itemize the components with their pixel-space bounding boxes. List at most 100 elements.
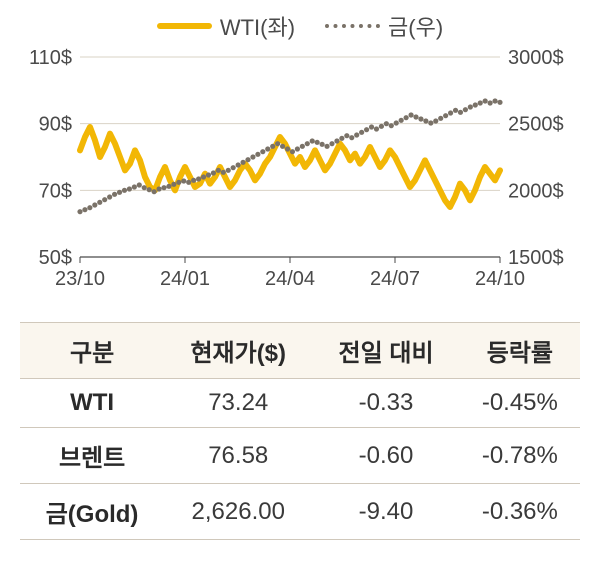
- series-gold-dot: [142, 185, 147, 190]
- table-header: 전일 대비: [312, 323, 459, 379]
- svg-text:3000$: 3000$: [508, 47, 564, 69]
- series-gold-dot: [315, 140, 320, 145]
- row-label: WTI: [20, 379, 164, 428]
- series-gold-dot: [483, 98, 488, 103]
- series-gold-dot: [349, 135, 354, 140]
- svg-text:90$: 90$: [39, 114, 72, 136]
- legend-swatch-gold: [325, 24, 380, 28]
- series-wti: [80, 127, 500, 207]
- series-gold-dot: [127, 186, 132, 191]
- chart-legend: WTI(좌) 금(우): [20, 10, 580, 42]
- series-gold-dot: [443, 113, 448, 118]
- row-cell: -0.36%: [460, 484, 580, 540]
- series-gold-dot: [453, 108, 458, 113]
- series-gold-dot: [320, 142, 325, 147]
- series-gold-dot: [497, 100, 502, 105]
- chart-container: 50$70$90$110$1500$2000$2500$3000$23/1024…: [20, 47, 580, 307]
- series-gold-dot: [82, 207, 87, 212]
- series-gold-dot: [285, 146, 290, 151]
- series-gold-dot: [384, 121, 389, 126]
- series-gold-dot: [463, 107, 468, 112]
- table-header-row: 구분 현재가($) 전일 대비 등락률: [20, 323, 580, 379]
- series-gold-dot: [240, 160, 245, 165]
- series-gold-dot: [275, 141, 280, 146]
- series-gold-dot: [255, 152, 260, 157]
- series-gold-dot: [206, 172, 211, 177]
- series-gold-dot: [468, 104, 473, 109]
- series-gold-dot: [305, 141, 310, 146]
- legend-item-gold: 금(우): [325, 10, 443, 42]
- series-gold-dot: [132, 184, 137, 189]
- series-gold-dot: [201, 174, 206, 179]
- row-cell: 73.24: [164, 379, 312, 428]
- series-gold-dot: [423, 118, 428, 123]
- series-gold-dot: [418, 116, 423, 121]
- series-gold-dot: [354, 132, 359, 137]
- series-gold-dot: [374, 126, 379, 131]
- series-gold-dot: [166, 184, 171, 189]
- series-gold-dot: [492, 98, 497, 103]
- series-gold-dot: [458, 110, 463, 115]
- series-gold-dot: [389, 123, 394, 128]
- row-label: 브렌트: [20, 428, 164, 484]
- series-gold-dot: [379, 124, 384, 129]
- svg-text:110$: 110$: [29, 47, 72, 69]
- series-gold-dot: [334, 138, 339, 143]
- series-gold-dot: [339, 136, 344, 141]
- series-gold-dot: [107, 194, 112, 199]
- series-gold-dot: [112, 192, 117, 197]
- svg-text:24/07: 24/07: [370, 268, 420, 290]
- series-gold-dot: [324, 144, 329, 149]
- svg-text:70$: 70$: [39, 180, 72, 202]
- svg-text:24/10: 24/10: [475, 268, 525, 290]
- price-table: 구분 현재가($) 전일 대비 등락률 WTI73.24-0.33-0.45%브…: [20, 322, 580, 540]
- series-gold-dot: [344, 133, 349, 138]
- series-gold-dot: [161, 185, 166, 190]
- series-gold-dot: [102, 197, 107, 202]
- series-gold-dot: [226, 168, 231, 173]
- series-gold-dot: [176, 180, 181, 185]
- legend-swatch-wti: [157, 23, 212, 29]
- series-gold-dot: [122, 188, 127, 193]
- table-row: 금(Gold)2,626.00-9.40-0.36%: [20, 484, 580, 540]
- series-gold-dot: [147, 187, 152, 192]
- series-gold-dot: [250, 154, 255, 159]
- series-gold-dot: [92, 202, 97, 207]
- series-gold-dot: [413, 114, 418, 119]
- series-gold-dot: [186, 180, 191, 185]
- series-gold-dot: [408, 112, 413, 117]
- table-row: WTI73.24-0.33-0.45%: [20, 379, 580, 428]
- legend-label-gold: 금(우): [388, 10, 443, 42]
- series-gold-dot: [280, 144, 285, 149]
- series-gold-dot: [181, 178, 186, 183]
- table-header: 현재가($): [164, 323, 312, 379]
- svg-text:24/04: 24/04: [265, 268, 315, 290]
- series-gold-dot: [359, 130, 364, 135]
- series-gold-dot: [369, 124, 374, 129]
- row-cell: -0.60: [312, 428, 459, 484]
- series-gold-dot: [152, 189, 157, 194]
- row-cell: 2,626.00: [164, 484, 312, 540]
- series-gold-dot: [97, 200, 102, 205]
- legend-item-wti: WTI(좌): [157, 10, 295, 42]
- series-gold-dot: [473, 102, 478, 107]
- series-gold-dot: [300, 144, 305, 149]
- legend-label-wti: WTI(좌): [220, 10, 295, 42]
- series-gold-dot: [77, 209, 82, 214]
- row-cell: -9.40: [312, 484, 459, 540]
- series-gold-dot: [265, 146, 270, 151]
- series-gold-dot: [329, 141, 334, 146]
- series-gold-dot: [236, 162, 241, 167]
- series-gold-dot: [245, 157, 250, 162]
- series-gold-dot: [87, 205, 92, 210]
- series-gold-dot: [191, 178, 196, 183]
- series-gold-dot: [488, 100, 493, 105]
- table-header: 등락률: [460, 323, 580, 379]
- row-cell: -0.33: [312, 379, 459, 428]
- row-label: 금(Gold): [20, 484, 164, 540]
- series-gold-dot: [290, 149, 295, 154]
- svg-text:1500$: 1500$: [508, 247, 564, 269]
- table-row: 브렌트76.58-0.60-0.78%: [20, 428, 580, 484]
- svg-text:23/10: 23/10: [55, 268, 105, 290]
- series-gold-dot: [211, 170, 216, 175]
